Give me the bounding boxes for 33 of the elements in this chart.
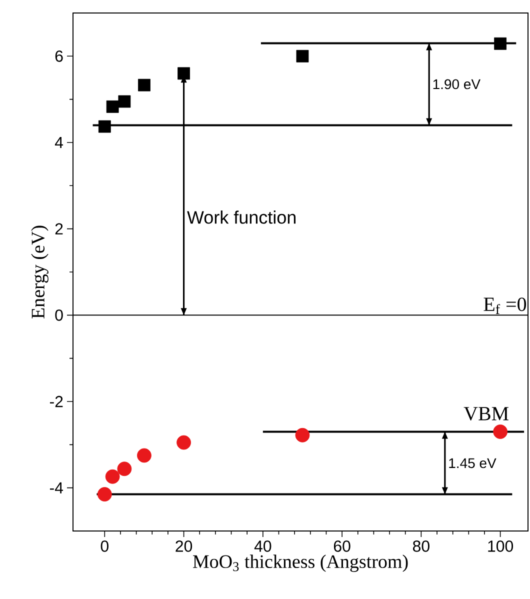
y-tick-label: 0 (55, 310, 63, 321)
ref-line-label: E$_{f}$ =0 (484, 298, 526, 314)
point (98, 120, 111, 133)
x-tick-label: 80 (412, 540, 430, 552)
y-tick-label: -2 (50, 396, 63, 408)
point (296, 50, 309, 62)
point (117, 462, 132, 476)
x-tick-label: 60 (334, 540, 350, 552)
annotation: Work function (187, 210, 296, 224)
annotation: VBM (464, 407, 509, 421)
point (137, 448, 152, 463)
y-tick-label: 6 (55, 50, 63, 62)
x-tick-label: 100 (488, 540, 514, 552)
y-axis-title: Energy (eV) (31, 226, 48, 318)
point (118, 95, 131, 108)
point (178, 67, 190, 80)
point (105, 469, 120, 484)
x-tick-label: 0 (100, 540, 108, 552)
point (493, 424, 508, 439)
point (97, 487, 112, 502)
x-tick-label: 40 (254, 540, 272, 552)
point (295, 428, 310, 442)
point (106, 100, 119, 113)
annotation: 1.90 eV (433, 79, 480, 90)
point (138, 78, 150, 92)
point (176, 435, 191, 450)
x-axis-title: MoO$_{3}$ thickness (Angstrom) (192, 554, 408, 572)
x-tick-label: 20 (176, 540, 192, 552)
y-tick-label: -4 (50, 482, 64, 494)
point (494, 37, 507, 50)
y-tick-label: 4 (54, 136, 64, 148)
y-tick-label: 2 (55, 223, 63, 234)
annotation: 1.45 eV (449, 458, 496, 468)
